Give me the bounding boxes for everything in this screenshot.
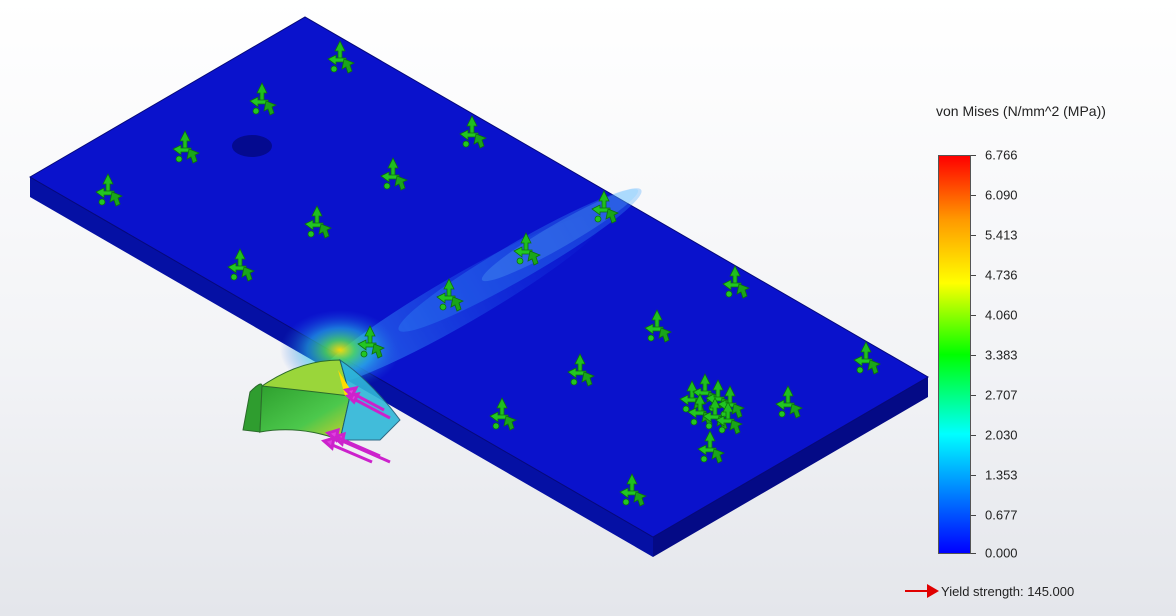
tick-label: 4.060: [985, 307, 1018, 323]
tick-mark: [971, 395, 976, 396]
plate-right-face: [653, 377, 928, 557]
tick-mark: [971, 235, 976, 236]
tick-label: 4.736: [985, 267, 1018, 283]
tick-label-max: 6.766: [985, 147, 1018, 163]
tick-mark: [971, 275, 976, 276]
tick-label: 2.030: [985, 427, 1018, 443]
tick-label: 3.383: [985, 347, 1018, 363]
hole: [232, 135, 272, 157]
tick-mark: [971, 355, 976, 356]
tick-mark: [971, 315, 976, 316]
tick-mark: [971, 155, 976, 156]
stress-colorbar: [938, 155, 971, 554]
yield-strength-indicator: Yield strength: 145.000: [905, 582, 1074, 600]
tick-label-min: 0.000: [985, 545, 1018, 561]
tick-label: 2.707: [985, 387, 1018, 403]
tick-mark: [971, 553, 976, 554]
bracket-edge: [242, 383, 263, 433]
tick-mark: [971, 515, 976, 516]
yield-arrow-head: [927, 584, 939, 598]
tick-label: 0.677: [985, 507, 1018, 523]
tick-mark: [971, 475, 976, 476]
tick-label: 5.413: [985, 227, 1018, 243]
tick-label: 6.090: [985, 187, 1018, 203]
tick-mark: [971, 195, 976, 196]
yield-strength-label: Yield strength: 145.000: [941, 583, 1075, 599]
bracket-side: [339, 358, 401, 441]
force-arrows: [320, 385, 391, 464]
tick-label: 1.353: [985, 467, 1018, 483]
yield-arrow-icon: [905, 584, 939, 598]
legend-title: von Mises (N/mm^2 (MPa)): [936, 103, 1106, 119]
tick-mark: [971, 435, 976, 436]
